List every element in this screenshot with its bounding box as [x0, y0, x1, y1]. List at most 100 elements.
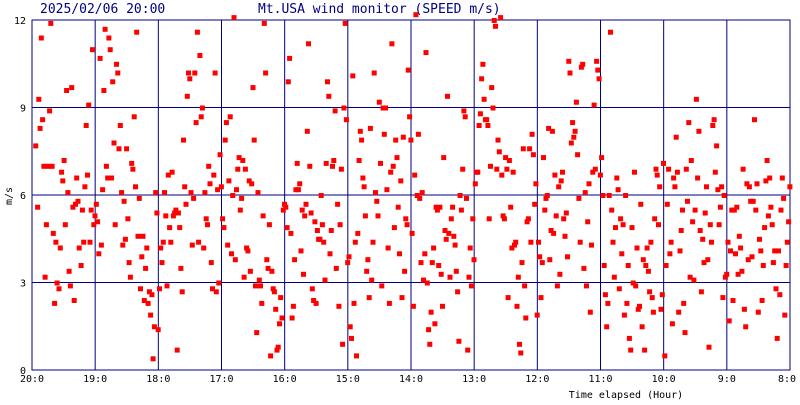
data-point	[763, 178, 769, 184]
data-point	[517, 341, 522, 347]
data-point	[227, 114, 233, 120]
data-point	[312, 219, 318, 225]
data-point	[336, 303, 342, 309]
data-point	[755, 309, 761, 315]
data-point	[282, 201, 287, 207]
data-point	[111, 140, 117, 146]
data-point	[757, 236, 762, 242]
data-point	[258, 283, 263, 289]
data-point	[395, 204, 401, 210]
data-point	[106, 35, 112, 41]
data-point	[271, 289, 277, 295]
data-point	[460, 166, 466, 172]
data-point	[116, 146, 122, 152]
data-point	[777, 292, 783, 298]
data-point	[151, 324, 157, 330]
data-point	[177, 225, 183, 231]
data-point	[65, 190, 71, 196]
data-point	[664, 201, 670, 207]
data-point	[561, 216, 567, 222]
data-point	[595, 67, 601, 73]
data-point	[402, 268, 408, 274]
data-point	[203, 216, 209, 222]
data-point	[96, 251, 102, 257]
data-point	[247, 268, 253, 274]
data-point	[140, 233, 146, 239]
data-point	[82, 184, 88, 190]
data-point	[753, 207, 759, 213]
data-point	[432, 321, 438, 327]
data-point	[530, 152, 536, 158]
data-point	[461, 108, 467, 114]
x-tick-label: 14:0	[399, 374, 423, 385]
data-point	[206, 163, 212, 169]
data-point	[285, 79, 291, 85]
data-point	[268, 353, 274, 359]
data-point	[236, 155, 242, 161]
data-point	[477, 111, 483, 117]
data-point	[187, 76, 193, 82]
data-point	[690, 219, 696, 225]
data-point	[602, 292, 608, 298]
data-point	[614, 175, 620, 181]
data-point	[220, 216, 226, 222]
data-point	[447, 274, 453, 280]
data-point	[346, 254, 352, 260]
data-point	[671, 175, 677, 181]
data-point	[383, 105, 389, 111]
data-point	[606, 193, 612, 198]
data-point	[60, 178, 66, 184]
data-point	[299, 207, 305, 213]
data-point	[232, 257, 238, 263]
data-point	[570, 120, 576, 126]
data-point	[332, 108, 338, 114]
data-point	[532, 201, 538, 207]
data-point	[217, 152, 223, 158]
data-point	[141, 298, 147, 303]
data-point	[342, 20, 348, 26]
x-tick-label: 17:0	[209, 374, 233, 385]
data-point	[658, 306, 664, 312]
data-point	[170, 213, 176, 219]
data-point	[619, 251, 625, 257]
data-point	[456, 338, 462, 344]
data-point	[74, 175, 80, 181]
data-point	[69, 85, 75, 91]
data-point	[782, 312, 788, 318]
data-point	[465, 347, 471, 353]
data-point	[645, 268, 651, 274]
data-point	[735, 271, 741, 277]
data-point	[578, 64, 584, 70]
data-point	[484, 117, 490, 123]
x-tick-label: 20:0	[20, 374, 44, 385]
data-point	[575, 152, 581, 158]
data-point	[115, 70, 121, 76]
data-point	[433, 204, 439, 210]
data-point	[784, 239, 790, 245]
data-point	[149, 292, 155, 298]
data-point	[426, 327, 432, 333]
data-point	[528, 239, 534, 245]
data-point	[672, 184, 678, 190]
data-point	[758, 248, 764, 254]
data-point	[549, 128, 555, 134]
data-point	[499, 172, 505, 178]
data-point	[443, 236, 449, 242]
data-point	[52, 300, 58, 306]
data-point	[375, 213, 381, 219]
data-point	[109, 175, 114, 181]
data-point	[335, 201, 341, 207]
data-point	[498, 15, 504, 21]
data-point	[722, 274, 728, 280]
data-point	[663, 263, 669, 268]
data-point	[319, 222, 325, 228]
data-point	[389, 41, 395, 47]
data-point	[734, 204, 740, 210]
data-point	[225, 242, 231, 248]
data-point	[229, 251, 234, 257]
data-point	[178, 265, 184, 271]
data-point	[759, 298, 765, 303]
data-point	[81, 239, 87, 245]
data-point	[643, 263, 649, 268]
data-point	[765, 213, 771, 219]
